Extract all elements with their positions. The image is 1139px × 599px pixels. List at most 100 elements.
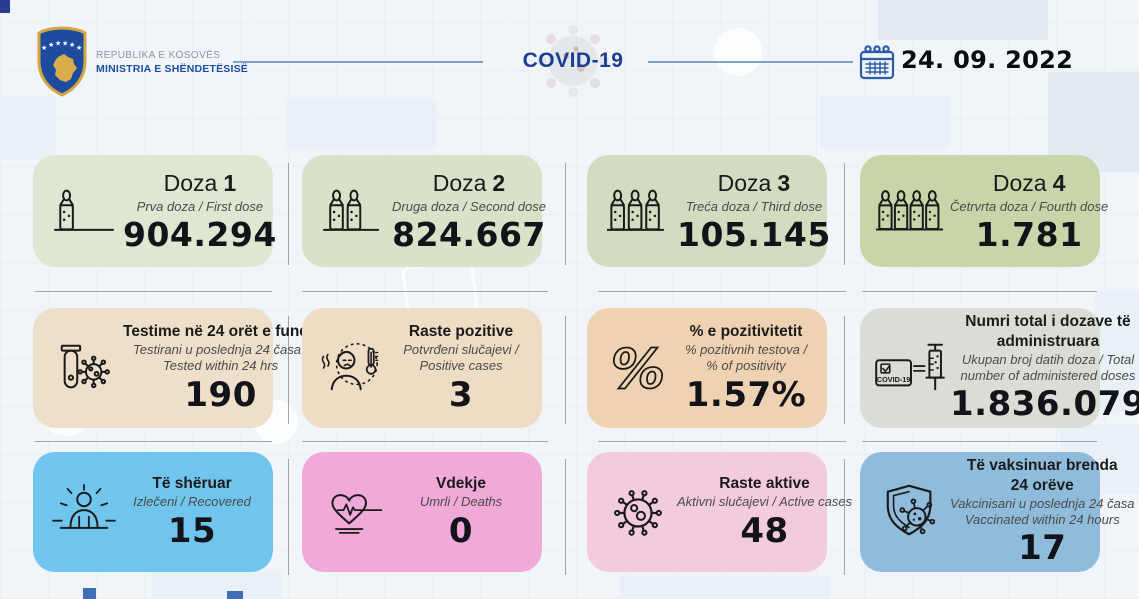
card-subtitle: % pozitivnih testova / % of positivity (684, 342, 808, 374)
card-subtitle: Vakcinisani u poslednja 24 časa Vaccinat… (950, 495, 1135, 528)
card-subtitle: Testirani u poslednja 24 časa / Tested w… (133, 342, 308, 374)
vaccine-card-syringe-icon: COVID-19 (872, 339, 950, 397)
background-block (1095, 292, 1139, 412)
divider-line (288, 316, 289, 424)
divider-line (598, 291, 846, 292)
background-block (286, 100, 436, 148)
card-value: 3 (448, 374, 474, 415)
divider-line (565, 316, 566, 424)
vials-3-icon (599, 185, 677, 237)
svg-text:★: ★ (55, 40, 61, 48)
divider-line (302, 441, 548, 442)
heart-pulse-icon (314, 485, 392, 539)
shield-virus-icon (872, 482, 950, 542)
virus-icon (599, 483, 677, 541)
percent-icon: % (599, 339, 677, 397)
card-value: 824.667 (392, 214, 546, 254)
ministry-line2: MINISTRIA E SHËNDETËSISË (96, 62, 249, 75)
svg-text:★: ★ (76, 44, 82, 52)
card-title: % e pozitivitetit (689, 322, 803, 340)
background-block (152, 572, 282, 599)
svg-text:★: ★ (62, 40, 68, 48)
kosovo-coat-of-arms: ★ ★ ★ ★ ★ ★ (33, 25, 91, 101)
divider-line (844, 316, 845, 424)
card-dose-4: Doza 4 Četrvrta doza / Fourth dose 1.781 (860, 155, 1108, 267)
card-tests-24h: Testime në 24 orët e fundit Testirani u … (33, 308, 318, 428)
card-title: Doza 2 (432, 169, 506, 196)
recovered-person-icon (45, 484, 123, 540)
vials-4-icon (872, 186, 950, 236)
divider-line (302, 291, 548, 292)
divider-line (288, 163, 289, 265)
divider-line (598, 441, 846, 442)
svg-text:★: ★ (69, 41, 75, 49)
divider-line (35, 291, 272, 292)
card-dose-1: Doza 1 Prva doza / First dose 904.294 (33, 155, 276, 267)
ministry-name: REPUBLIKA E KOSOVËS MINISTRIA E SHËNDETË… (96, 50, 248, 76)
card-subtitle: Potvrđeni slučajevi / Positive cases (403, 342, 519, 374)
sick-person-icon (314, 339, 392, 397)
divider-line (565, 459, 566, 575)
vial-icon (45, 185, 123, 237)
card-dose-2: Doza 2 Druga doza / Second dose 824.667 (302, 155, 546, 267)
card-value: 0 (448, 510, 474, 551)
ministry-line1: REPUBLIKA E KOSOVËS (96, 50, 221, 61)
page-title: COVID-19 (522, 49, 624, 72)
card-title: Të vaksinuar brenda 24 orëve (966, 457, 1118, 494)
divider-line (35, 441, 272, 442)
header-line-left (233, 61, 483, 63)
card-title: Testime në 24 orët e fundit (123, 322, 319, 340)
card-subtitle: Izlečeni / Recovered (133, 494, 251, 510)
card-value: 1.781 (975, 214, 1083, 254)
svg-text:★: ★ (48, 41, 54, 49)
card-subtitle: Četrvrta doza / Fourth dose (950, 198, 1109, 214)
card-positive-cases: Raste pozitive Potvrđeni slučajevi / Pos… (302, 308, 542, 428)
card-subtitle: Ukupan broj datih doza / Total number of… (960, 351, 1136, 384)
card-subtitle: Aktivni slučajevi / Active cases (677, 494, 853, 510)
background-circle (714, 28, 762, 76)
card-deaths: Vdekje Umrli / Deaths 0 (302, 452, 542, 572)
virus-watermark-icon (528, 16, 618, 106)
card-vaccinated-24h: Të vaksinuar brenda 24 orëve Vakcinisani… (860, 452, 1135, 572)
card-title: Doza 3 (717, 169, 791, 196)
background-block (0, 96, 56, 160)
card-value: 15 (167, 510, 217, 551)
card-title: Të shëruar (152, 474, 232, 492)
card-active-cases: Raste aktive Aktivni slučajevi / Active … (587, 452, 852, 572)
background-block (620, 576, 830, 599)
background-square (0, 0, 10, 13)
divider-line (862, 291, 1097, 292)
card-value: 48 (740, 510, 789, 551)
card-value: 1.57% (685, 374, 807, 415)
card-value: 904.294 (123, 214, 277, 254)
background-block (878, 0, 1048, 40)
svg-text:COVID-19: COVID-19 (877, 375, 910, 384)
card-subtitle: Druga doza / Second dose (392, 198, 546, 214)
background-block (820, 96, 950, 148)
card-title: Doza 4 (992, 169, 1066, 196)
report-date: 24. 09. 2022 (901, 46, 1074, 74)
card-title: Raste aktive (719, 474, 810, 492)
card-recovered: Të shëruar Izlečeni / Recovered 15 (33, 452, 273, 572)
card-positivity-rate: % % e pozitivitetit % pozitivnih testova… (587, 308, 827, 428)
test-tube-virus-icon (45, 339, 123, 397)
card-value: 190 (184, 374, 257, 415)
background-square (83, 588, 96, 599)
card-value: 105.145 (677, 214, 831, 254)
card-title: Vdekje (436, 474, 486, 492)
card-subtitle: Treća doza / Third dose (685, 198, 823, 214)
divider-line (844, 163, 845, 265)
card-dose-3: Doza 3 Treća doza / Third dose 105.145 (587, 155, 830, 267)
divider-line (844, 459, 845, 575)
header-line-right (648, 61, 853, 63)
card-total-doses: COVID-19 Numri total i dozave të adminis… (860, 308, 1139, 428)
card-value: 1.836.079 (950, 384, 1139, 425)
vials-2-icon (314, 185, 392, 237)
card-title: Doza 1 (163, 169, 237, 196)
card-title: Raste pozitive (408, 322, 514, 340)
divider-line (862, 441, 1097, 442)
card-subtitle: Umrli / Deaths (419, 494, 503, 510)
card-value: 17 (1018, 528, 1067, 569)
card-title: Numri total i dozave të administruara (965, 313, 1131, 350)
calendar-icon (858, 43, 896, 81)
